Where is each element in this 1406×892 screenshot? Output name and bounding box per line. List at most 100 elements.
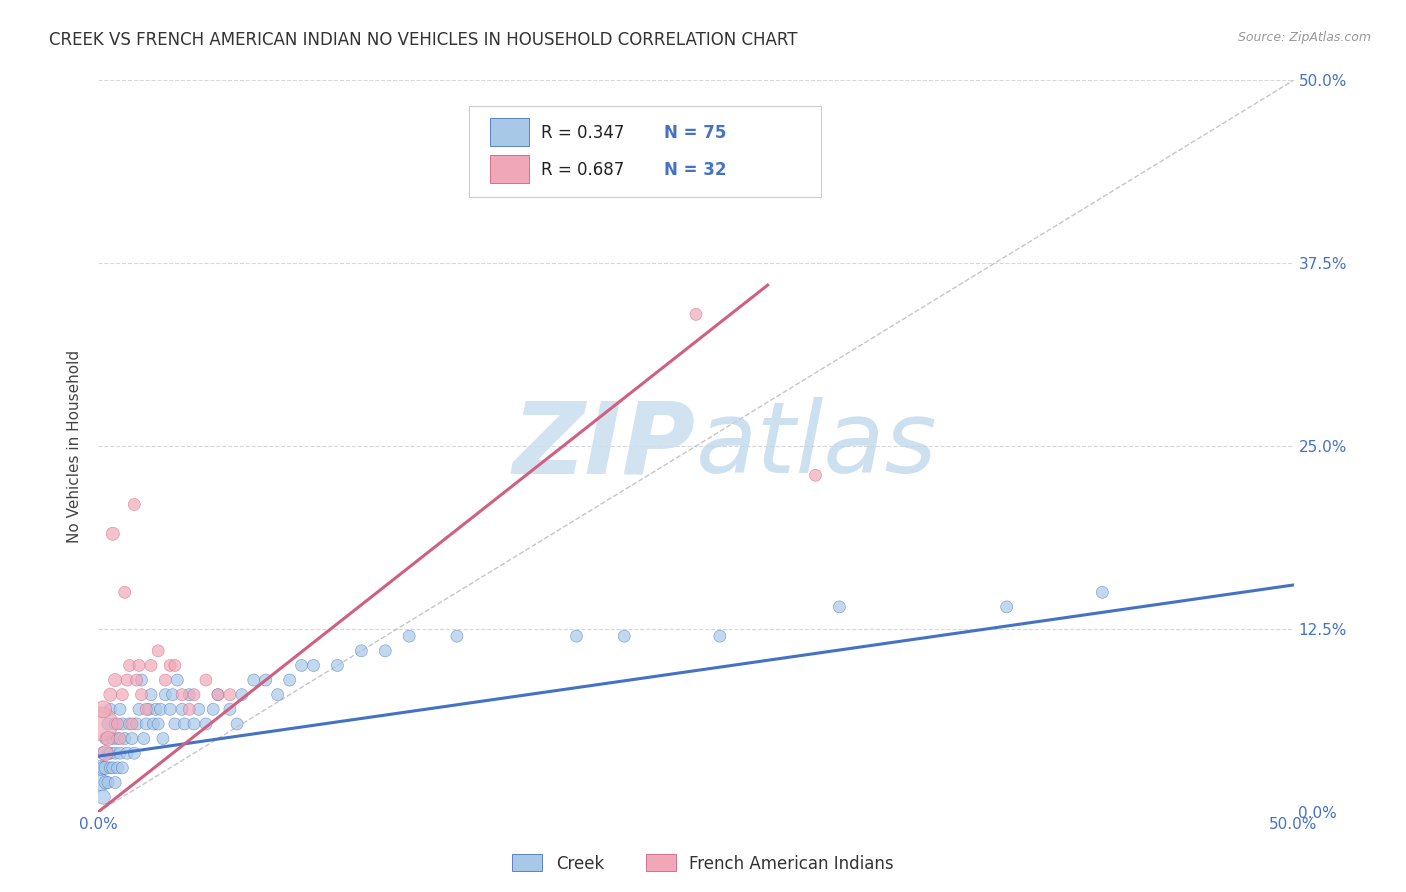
Point	[98, 702, 122, 716]
Point	[94, 731, 117, 746]
Point	[565, 629, 588, 643]
Point	[90, 717, 112, 731]
Point	[94, 746, 117, 760]
Point	[149, 702, 172, 716]
Point	[159, 658, 181, 673]
Point	[131, 688, 153, 702]
Point	[118, 658, 141, 673]
Point	[804, 468, 827, 483]
Point	[97, 746, 120, 760]
Point	[104, 746, 127, 760]
Point	[187, 702, 209, 716]
Point	[374, 644, 396, 658]
Point	[152, 731, 174, 746]
Point	[108, 702, 131, 716]
Text: R = 0.347: R = 0.347	[541, 124, 624, 142]
Point	[173, 717, 195, 731]
Point	[121, 731, 143, 746]
Bar	[491, 119, 529, 146]
Point	[142, 717, 165, 731]
Point	[828, 599, 851, 614]
Point	[1091, 585, 1114, 599]
Point	[101, 526, 124, 541]
Point	[124, 746, 146, 760]
Legend: Creek, French American Indians: Creek, French American Indians	[506, 847, 900, 880]
Point	[101, 731, 124, 746]
Point	[139, 688, 162, 702]
Text: R = 0.687: R = 0.687	[541, 161, 624, 178]
Point	[202, 702, 225, 716]
Point	[97, 717, 120, 731]
Point	[94, 761, 117, 775]
Point	[97, 731, 120, 746]
Text: CREEK VS FRENCH AMERICAN INDIAN NO VEHICLES IN HOUSEHOLD CORRELATION CHART: CREEK VS FRENCH AMERICAN INDIAN NO VEHIC…	[49, 31, 797, 49]
Text: Source: ZipAtlas.com: Source: ZipAtlas.com	[1237, 31, 1371, 45]
Bar	[491, 155, 529, 183]
Point	[115, 746, 138, 760]
Point	[108, 731, 131, 746]
Point	[108, 746, 131, 760]
Point	[125, 673, 148, 687]
Point	[195, 673, 218, 687]
Point	[98, 761, 122, 775]
Point	[128, 658, 150, 673]
Point	[132, 731, 155, 746]
Point	[155, 673, 177, 687]
Point	[183, 717, 205, 731]
Text: N = 32: N = 32	[664, 161, 727, 178]
Point	[124, 498, 146, 512]
Point	[91, 761, 114, 775]
Point	[114, 731, 136, 746]
Point	[148, 717, 170, 731]
Point	[172, 688, 194, 702]
Point	[219, 702, 242, 716]
Point	[267, 688, 290, 702]
Point	[111, 688, 134, 702]
Point	[291, 658, 314, 673]
Point	[226, 717, 249, 731]
Text: ZIP: ZIP	[513, 398, 696, 494]
Point	[207, 688, 229, 702]
Point	[162, 688, 184, 702]
Point	[155, 688, 177, 702]
Point	[97, 775, 120, 789]
Point	[179, 702, 201, 716]
Point	[159, 702, 181, 716]
Point	[115, 673, 138, 687]
Y-axis label: No Vehicles in Household: No Vehicles in Household	[67, 350, 83, 542]
Point	[995, 599, 1018, 614]
Point	[91, 790, 114, 805]
Point	[118, 717, 141, 731]
Point	[163, 717, 186, 731]
Point	[107, 731, 129, 746]
Point	[104, 717, 127, 731]
Point	[98, 688, 122, 702]
Point	[709, 629, 731, 643]
Point	[172, 702, 194, 716]
Point	[125, 717, 148, 731]
Point	[90, 775, 112, 789]
Point	[183, 688, 205, 702]
Point	[107, 717, 129, 731]
Point	[111, 717, 134, 731]
Point	[111, 761, 134, 775]
Point	[207, 688, 229, 702]
Point	[104, 775, 127, 789]
Point	[90, 761, 112, 775]
Point	[94, 775, 117, 789]
Point	[138, 702, 160, 716]
Point	[104, 673, 127, 687]
Point	[139, 658, 162, 673]
Point	[107, 761, 129, 775]
Point	[101, 761, 124, 775]
Point	[613, 629, 636, 643]
Point	[135, 702, 157, 716]
Point	[179, 688, 201, 702]
Point	[163, 658, 186, 673]
Point	[166, 673, 188, 687]
Point	[91, 702, 114, 716]
FancyBboxPatch shape	[470, 106, 821, 197]
Point	[98, 746, 122, 760]
Point	[91, 746, 114, 760]
Point	[350, 644, 373, 658]
